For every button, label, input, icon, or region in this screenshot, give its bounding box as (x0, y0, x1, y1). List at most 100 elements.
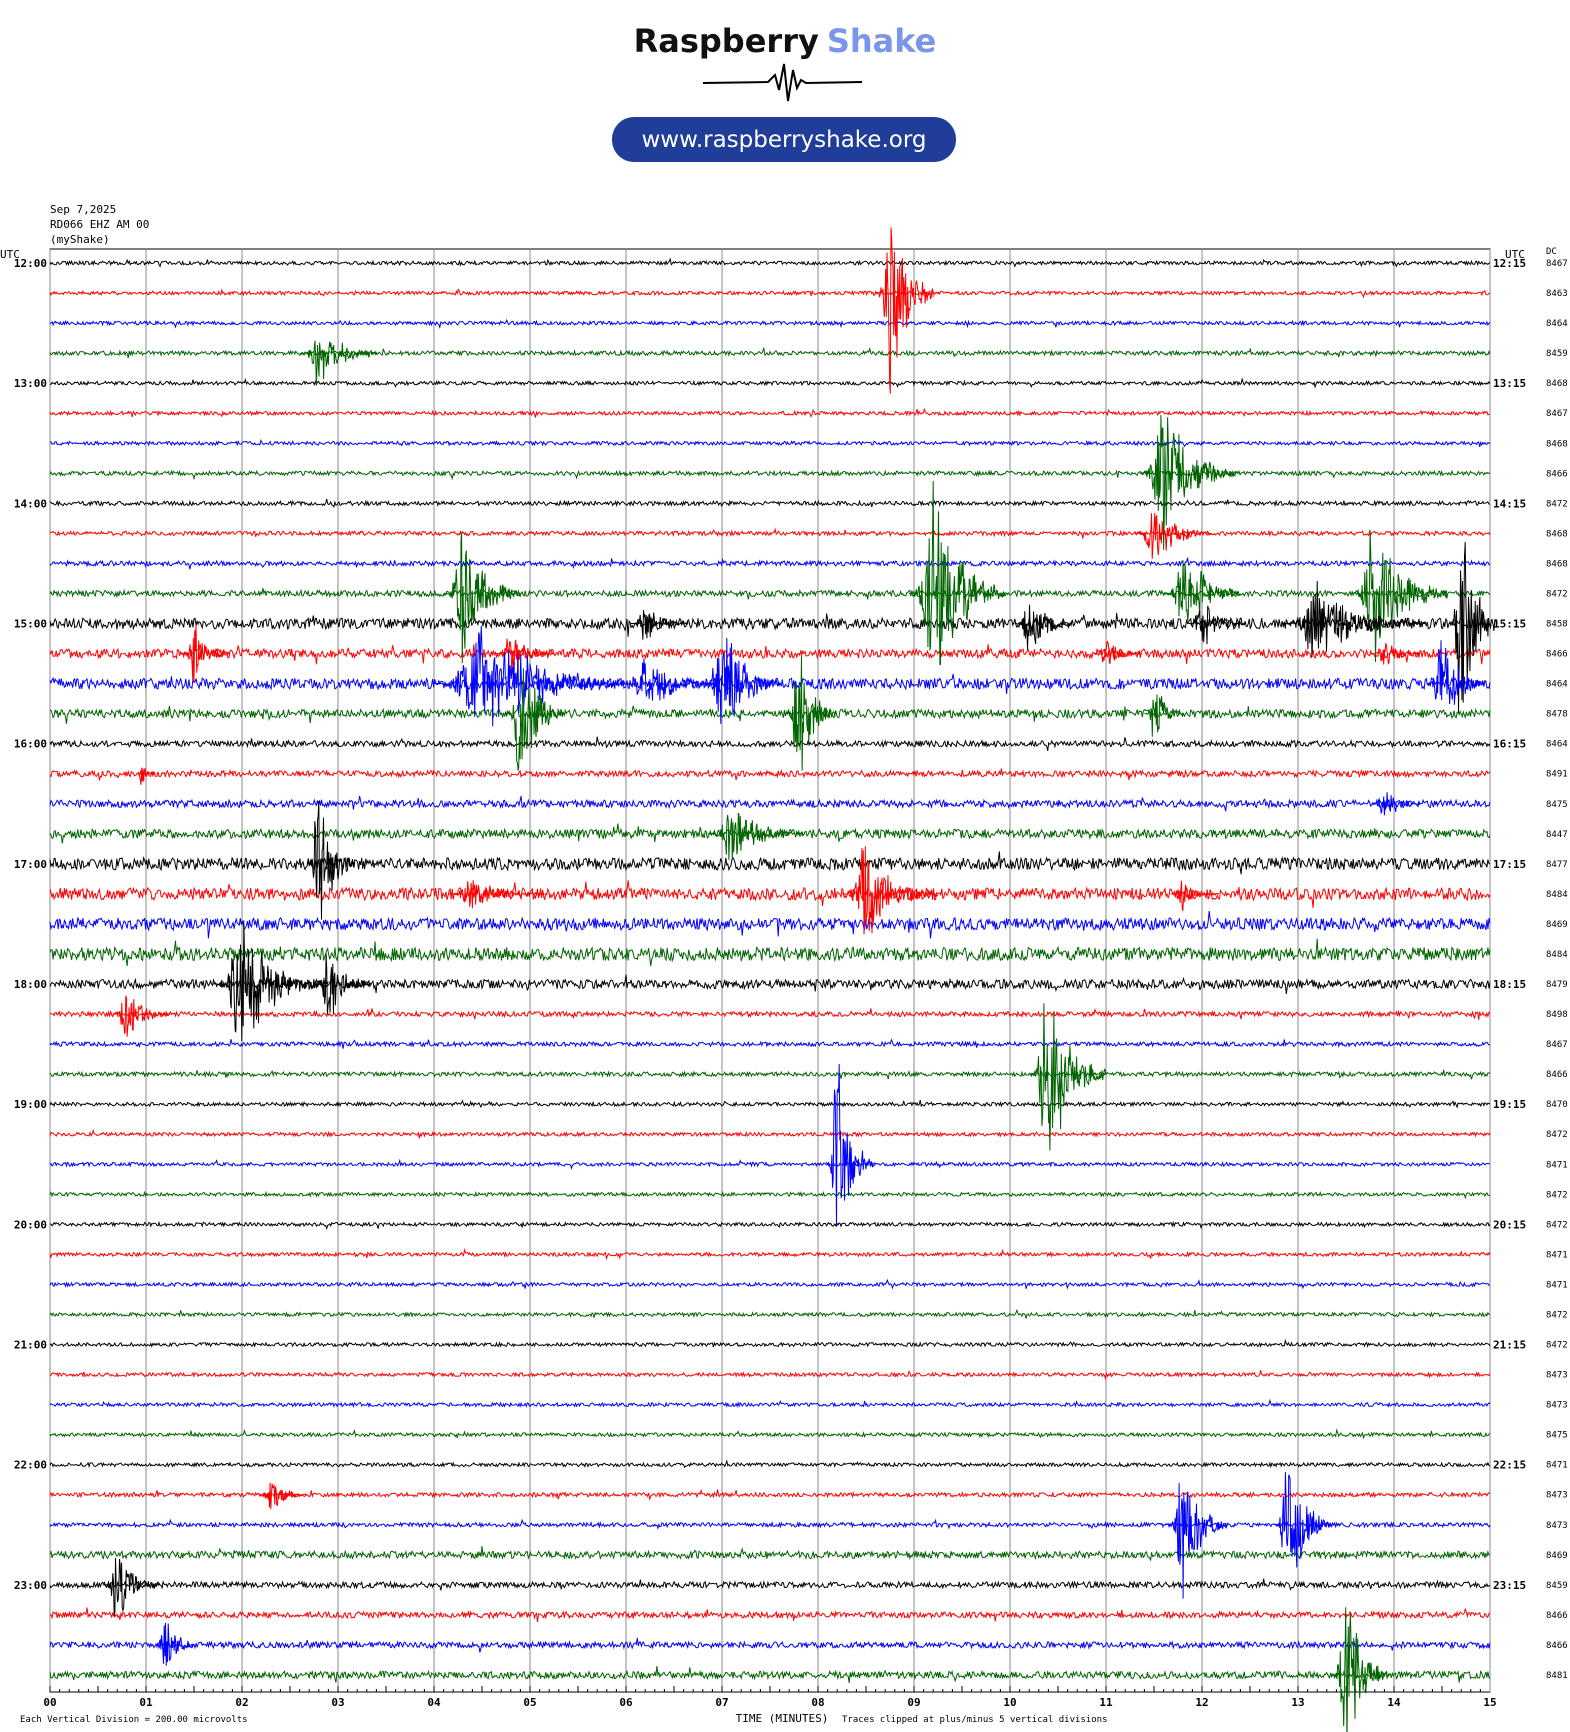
dc-value: 8478 (1546, 710, 1568, 720)
trace (49, 377, 1491, 389)
seismic-event (1170, 880, 1220, 912)
seismic-event (1029, 1003, 1107, 1151)
trace (49, 1099, 1490, 1109)
dc-value: 8473 (1546, 1491, 1568, 1501)
trace (49, 736, 1491, 751)
seismic-event (909, 480, 1006, 666)
dc-value: 8484 (1546, 890, 1568, 900)
dc-value: 8468 (1546, 439, 1568, 449)
trace (49, 910, 1491, 939)
seismic-event (102, 1557, 161, 1617)
dc-value: 8464 (1546, 319, 1568, 329)
dc-value: 8472 (1546, 589, 1568, 599)
scale-note: Each Vertical Division = 200.00 microvol… (20, 1715, 248, 1725)
right-axis-label: UTC (1505, 248, 1525, 261)
seismic-event (1331, 1607, 1390, 1732)
trace (49, 1248, 1491, 1261)
right-hour-label: 14:15 (1493, 497, 1526, 510)
url-pill (612, 117, 956, 162)
seismic-event (443, 532, 521, 664)
trace (49, 469, 1491, 481)
x-tick-label: 07 (715, 1696, 728, 1709)
seismic-event (448, 880, 545, 909)
right-hour-label: 18:15 (1493, 978, 1526, 991)
dc-value: 8466 (1546, 650, 1568, 660)
seismic-event (505, 668, 565, 771)
logo-squiggle (702, 63, 863, 102)
trace (49, 346, 1491, 359)
left-hour-label: 18:00 (14, 978, 47, 991)
x-tick-label: 09 (907, 1696, 920, 1709)
dc-value: 8484 (1546, 950, 1568, 960)
dc-value: 8471 (1546, 1250, 1568, 1260)
seismic-event (314, 953, 372, 1015)
seismic-event (707, 813, 804, 861)
trace (49, 1428, 1491, 1439)
seismic-event (1449, 541, 1498, 713)
trace (49, 880, 1491, 908)
trace (49, 612, 1491, 637)
trace (49, 587, 1491, 601)
right-hour-label: 20:15 (1493, 1218, 1526, 1231)
seismic-event (1427, 640, 1486, 705)
x-tick-label: 04 (427, 1696, 441, 1709)
dc-value: 8472 (1546, 1341, 1568, 1351)
date: Sep 7,2025 (50, 203, 116, 216)
right-hour-label: 17:15 (1493, 858, 1526, 871)
left-hour-label: 15:00 (14, 618, 47, 631)
right-hour-label: 16:15 (1493, 738, 1526, 751)
dc-value: 8472 (1546, 1310, 1568, 1320)
right-hour-label: 12:15 (1493, 257, 1526, 270)
dc-value: 8473 (1546, 1521, 1568, 1531)
dc-value: 8477 (1546, 860, 1568, 870)
left-hour-label: 17:00 (14, 858, 47, 871)
x-tick-label: 15 (1483, 1696, 1496, 1709)
dc-value: 8466 (1546, 1611, 1568, 1621)
trace (49, 1459, 1491, 1469)
seismic-event (299, 340, 377, 386)
trace (49, 1398, 1491, 1409)
clip-note: Traces clipped at plus/minus 5 vertical … (842, 1715, 1108, 1725)
seismic-event (1273, 1472, 1332, 1568)
dc-value: 8472 (1546, 1190, 1568, 1200)
left-hour-label: 12:00 (14, 257, 47, 270)
seismic-event (155, 1622, 195, 1666)
x-tick-label: 02 (235, 1696, 248, 1709)
seismic-event (112, 995, 171, 1037)
trace (49, 1308, 1491, 1319)
x-tick-label: 13 (1291, 1696, 1304, 1709)
trace (49, 257, 1491, 268)
dc-value: 8491 (1546, 770, 1568, 780)
x-tick-label: 12 (1195, 1696, 1208, 1709)
trace (49, 1128, 1491, 1139)
dc-value: 8472 (1546, 499, 1568, 509)
seismic-event (258, 1482, 308, 1510)
trace (49, 1069, 1491, 1080)
dc-value: 8475 (1546, 1431, 1568, 1441)
seismic-event (1168, 1482, 1227, 1599)
dc-value: 8471 (1546, 1280, 1568, 1290)
dc-value: 8469 (1546, 920, 1568, 930)
trace (49, 1190, 1491, 1200)
dc-value: 8471 (1546, 1461, 1568, 1471)
seismic-event (181, 623, 231, 683)
seismic-event (621, 658, 718, 701)
x-tick-label: 11 (1099, 1696, 1113, 1709)
trace (49, 407, 1491, 418)
dc-value: 8468 (1546, 379, 1568, 389)
left-hour-label: 22:00 (14, 1459, 47, 1472)
seismic-event (1134, 512, 1212, 559)
left-hour-label: 14:00 (14, 497, 47, 510)
seismic-event (1139, 415, 1237, 550)
seismic-event (875, 227, 934, 394)
trace (49, 288, 1491, 299)
dc-value: 8464 (1546, 680, 1568, 690)
dc-value: 8468 (1546, 559, 1568, 569)
trace (49, 1338, 1491, 1348)
trace (49, 768, 1491, 781)
plot-frame (49, 248, 1491, 1693)
logo: Raspberry Shake (634, 22, 937, 60)
x-tick-label: 01 (139, 1696, 153, 1709)
right-hour-label: 15:15 (1493, 618, 1526, 631)
